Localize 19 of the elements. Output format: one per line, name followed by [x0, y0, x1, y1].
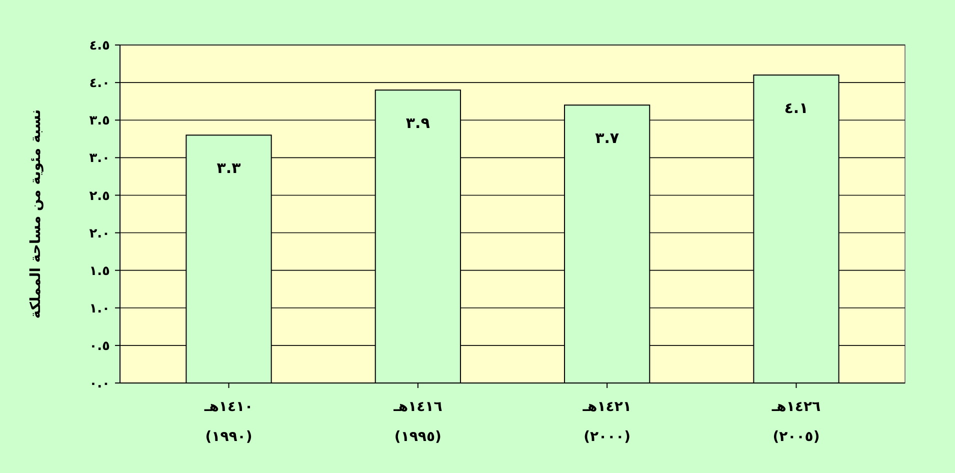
- x-tick-label: ١٤١٠هـ (١٩٩٠): [203, 399, 254, 445]
- y-tick-label: ٢.٠: [89, 226, 110, 242]
- y-tick-label: ٢.٥: [89, 188, 110, 204]
- y-axis-title: نسبة مئوية من مساحة المملكة: [28, 109, 44, 319]
- data-label: ٤.١: [784, 99, 808, 118]
- x-tick-label: ١٤٢١هـ (٢٠٠٠): [582, 399, 632, 445]
- y-tick-label: ٤.٠: [89, 76, 110, 92]
- data-label: ٣.٣: [216, 159, 241, 178]
- y-tick-label: ٤.٥: [89, 38, 110, 54]
- y-tick-label: ٣.٠: [89, 151, 110, 166]
- y-tick-label: ١.٥: [89, 264, 110, 279]
- y-tick-label: ٠.٥: [89, 338, 110, 354]
- y-tick-label: ٣.٥: [89, 114, 110, 129]
- data-label: ٣.٧: [595, 129, 620, 148]
- x-tick-label: ١٤١٦هـ (١٩٩٥): [392, 399, 443, 445]
- y-tick-label: ٠.٠: [89, 376, 110, 392]
- data-label: ٣.٩: [406, 114, 430, 132]
- y-tick-label: ١.٠: [89, 301, 110, 316]
- x-tick-label: ١٤٢٦هـ (٢٠٠٥): [770, 399, 822, 445]
